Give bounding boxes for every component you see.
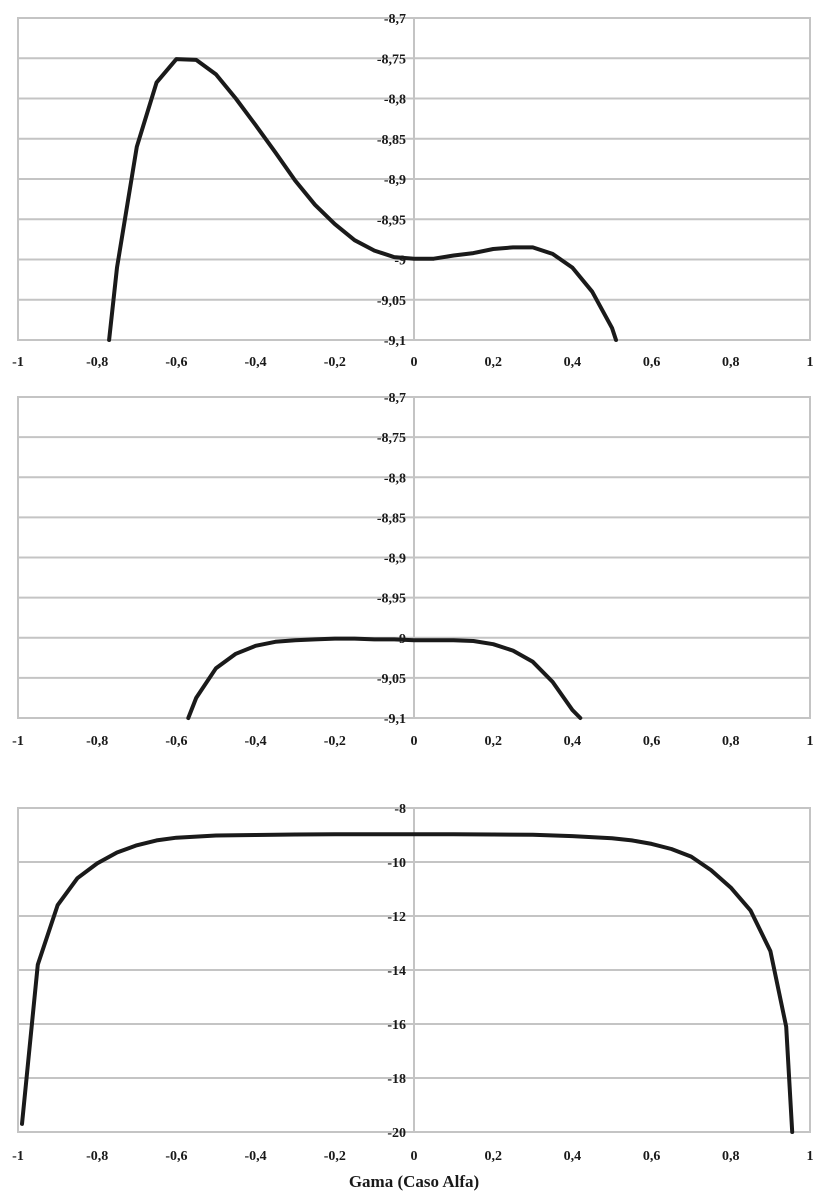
chart-panel-b: B -8,7-8,75-8,8-8,85-8,9-8,95-9-9,05-9,1… xyxy=(12,391,813,749)
y-tick-label-b: -9,05 xyxy=(377,672,406,687)
x-tick-label-b: -0,6 xyxy=(165,734,187,749)
x-tick-label-c: 0,2 xyxy=(484,1149,502,1164)
x-tick-label-a: -0,2 xyxy=(324,355,346,370)
x-axis-label: Gama (Caso Alfa) xyxy=(349,1172,479,1191)
x-tick-label-b: 0,2 xyxy=(484,734,502,749)
x-tick-label-c: -0,2 xyxy=(324,1149,346,1164)
x-tick-label-a: 1 xyxy=(807,355,814,370)
x-tick-label-c: -1 xyxy=(12,1149,24,1164)
y-tick-label-c: -20 xyxy=(387,1126,406,1141)
x-tick-label-a: 0,4 xyxy=(564,355,582,370)
y-tick-label-c: -18 xyxy=(387,1072,406,1087)
x-tick-label-c: -0,4 xyxy=(245,1149,267,1164)
x-tick-label-b: 0,8 xyxy=(722,734,740,749)
y-tick-label-c: -14 xyxy=(387,964,406,979)
y-tick-label-a: -8,85 xyxy=(377,133,406,148)
y-tick-label-a: -8,75 xyxy=(377,52,406,67)
x-tick-label-a: -0,6 xyxy=(165,355,187,370)
x-tick-label-b: -0,4 xyxy=(245,734,267,749)
x-tick-label-a: 0 xyxy=(411,355,418,370)
x-tick-label-c: 0,8 xyxy=(722,1149,740,1164)
y-tick-label-a: -9 xyxy=(394,254,406,269)
y-tick-label-a: -8,8 xyxy=(384,93,406,108)
x-tick-label-a: -0,4 xyxy=(245,355,267,370)
y-tick-label-c: -10 xyxy=(387,856,406,871)
y-tick-label-c: -12 xyxy=(387,910,406,925)
x-tick-label-a: 0,2 xyxy=(484,355,502,370)
x-tick-label-c: 1 xyxy=(807,1149,814,1164)
x-tick-label-a: -0,8 xyxy=(86,355,108,370)
y-tick-label-a: -9,1 xyxy=(384,334,406,349)
x-tick-label-b: 0,4 xyxy=(564,734,582,749)
x-tick-label-b: 0,6 xyxy=(643,734,661,749)
series-line-c xyxy=(20,832,795,1134)
y-tick-label-b: -8,85 xyxy=(377,511,406,526)
x-tick-label-a: 0,6 xyxy=(643,355,661,370)
y-tick-label-b: -8,7 xyxy=(384,391,406,406)
x-tick-label-b: -1 xyxy=(12,734,24,749)
x-tick-label-c: -0,8 xyxy=(86,1149,108,1164)
y-tick-label-b: -8,75 xyxy=(377,431,406,446)
x-tick-label-b: -0,2 xyxy=(324,734,346,749)
x-tick-label-c: 0 xyxy=(411,1149,418,1164)
y-tick-label-b: -8,95 xyxy=(377,592,406,607)
y-tick-label-b: -8,9 xyxy=(384,552,406,567)
y-tick-label-b: -8,8 xyxy=(384,471,406,486)
x-tick-label-b: 1 xyxy=(807,734,814,749)
x-tick-label-b: -0,8 xyxy=(86,734,108,749)
chart-panel-c: C -8-10-12-14-16-18-20-1-0,8-0,6-0,4-0,2… xyxy=(12,802,813,1191)
y-tick-label-a: -9,05 xyxy=(377,294,406,309)
x-tick-label-b: 0 xyxy=(411,734,418,749)
series-line-b xyxy=(186,636,583,720)
y-tick-label-b: -9,1 xyxy=(384,712,406,727)
x-tick-label-c: 0,4 xyxy=(564,1149,582,1164)
x-tick-label-a: 0,8 xyxy=(722,355,740,370)
x-tick-label-c: 0,6 xyxy=(643,1149,661,1164)
y-tick-label-a: -8,7 xyxy=(384,12,406,27)
x-tick-label-a: -1 xyxy=(12,355,24,370)
y-tick-label-a: -8,95 xyxy=(377,213,406,228)
y-tick-label-c: -8 xyxy=(394,802,406,817)
chart-panel-a: A -8,7-8,75-8,8-8,85-8,9-8,95-9-9,05-9,1… xyxy=(12,12,813,370)
series-line-a xyxy=(107,57,618,342)
x-tick-label-c: -0,6 xyxy=(165,1149,187,1164)
y-tick-label-a: -8,9 xyxy=(384,173,406,188)
y-tick-label-c: -16 xyxy=(387,1018,406,1033)
